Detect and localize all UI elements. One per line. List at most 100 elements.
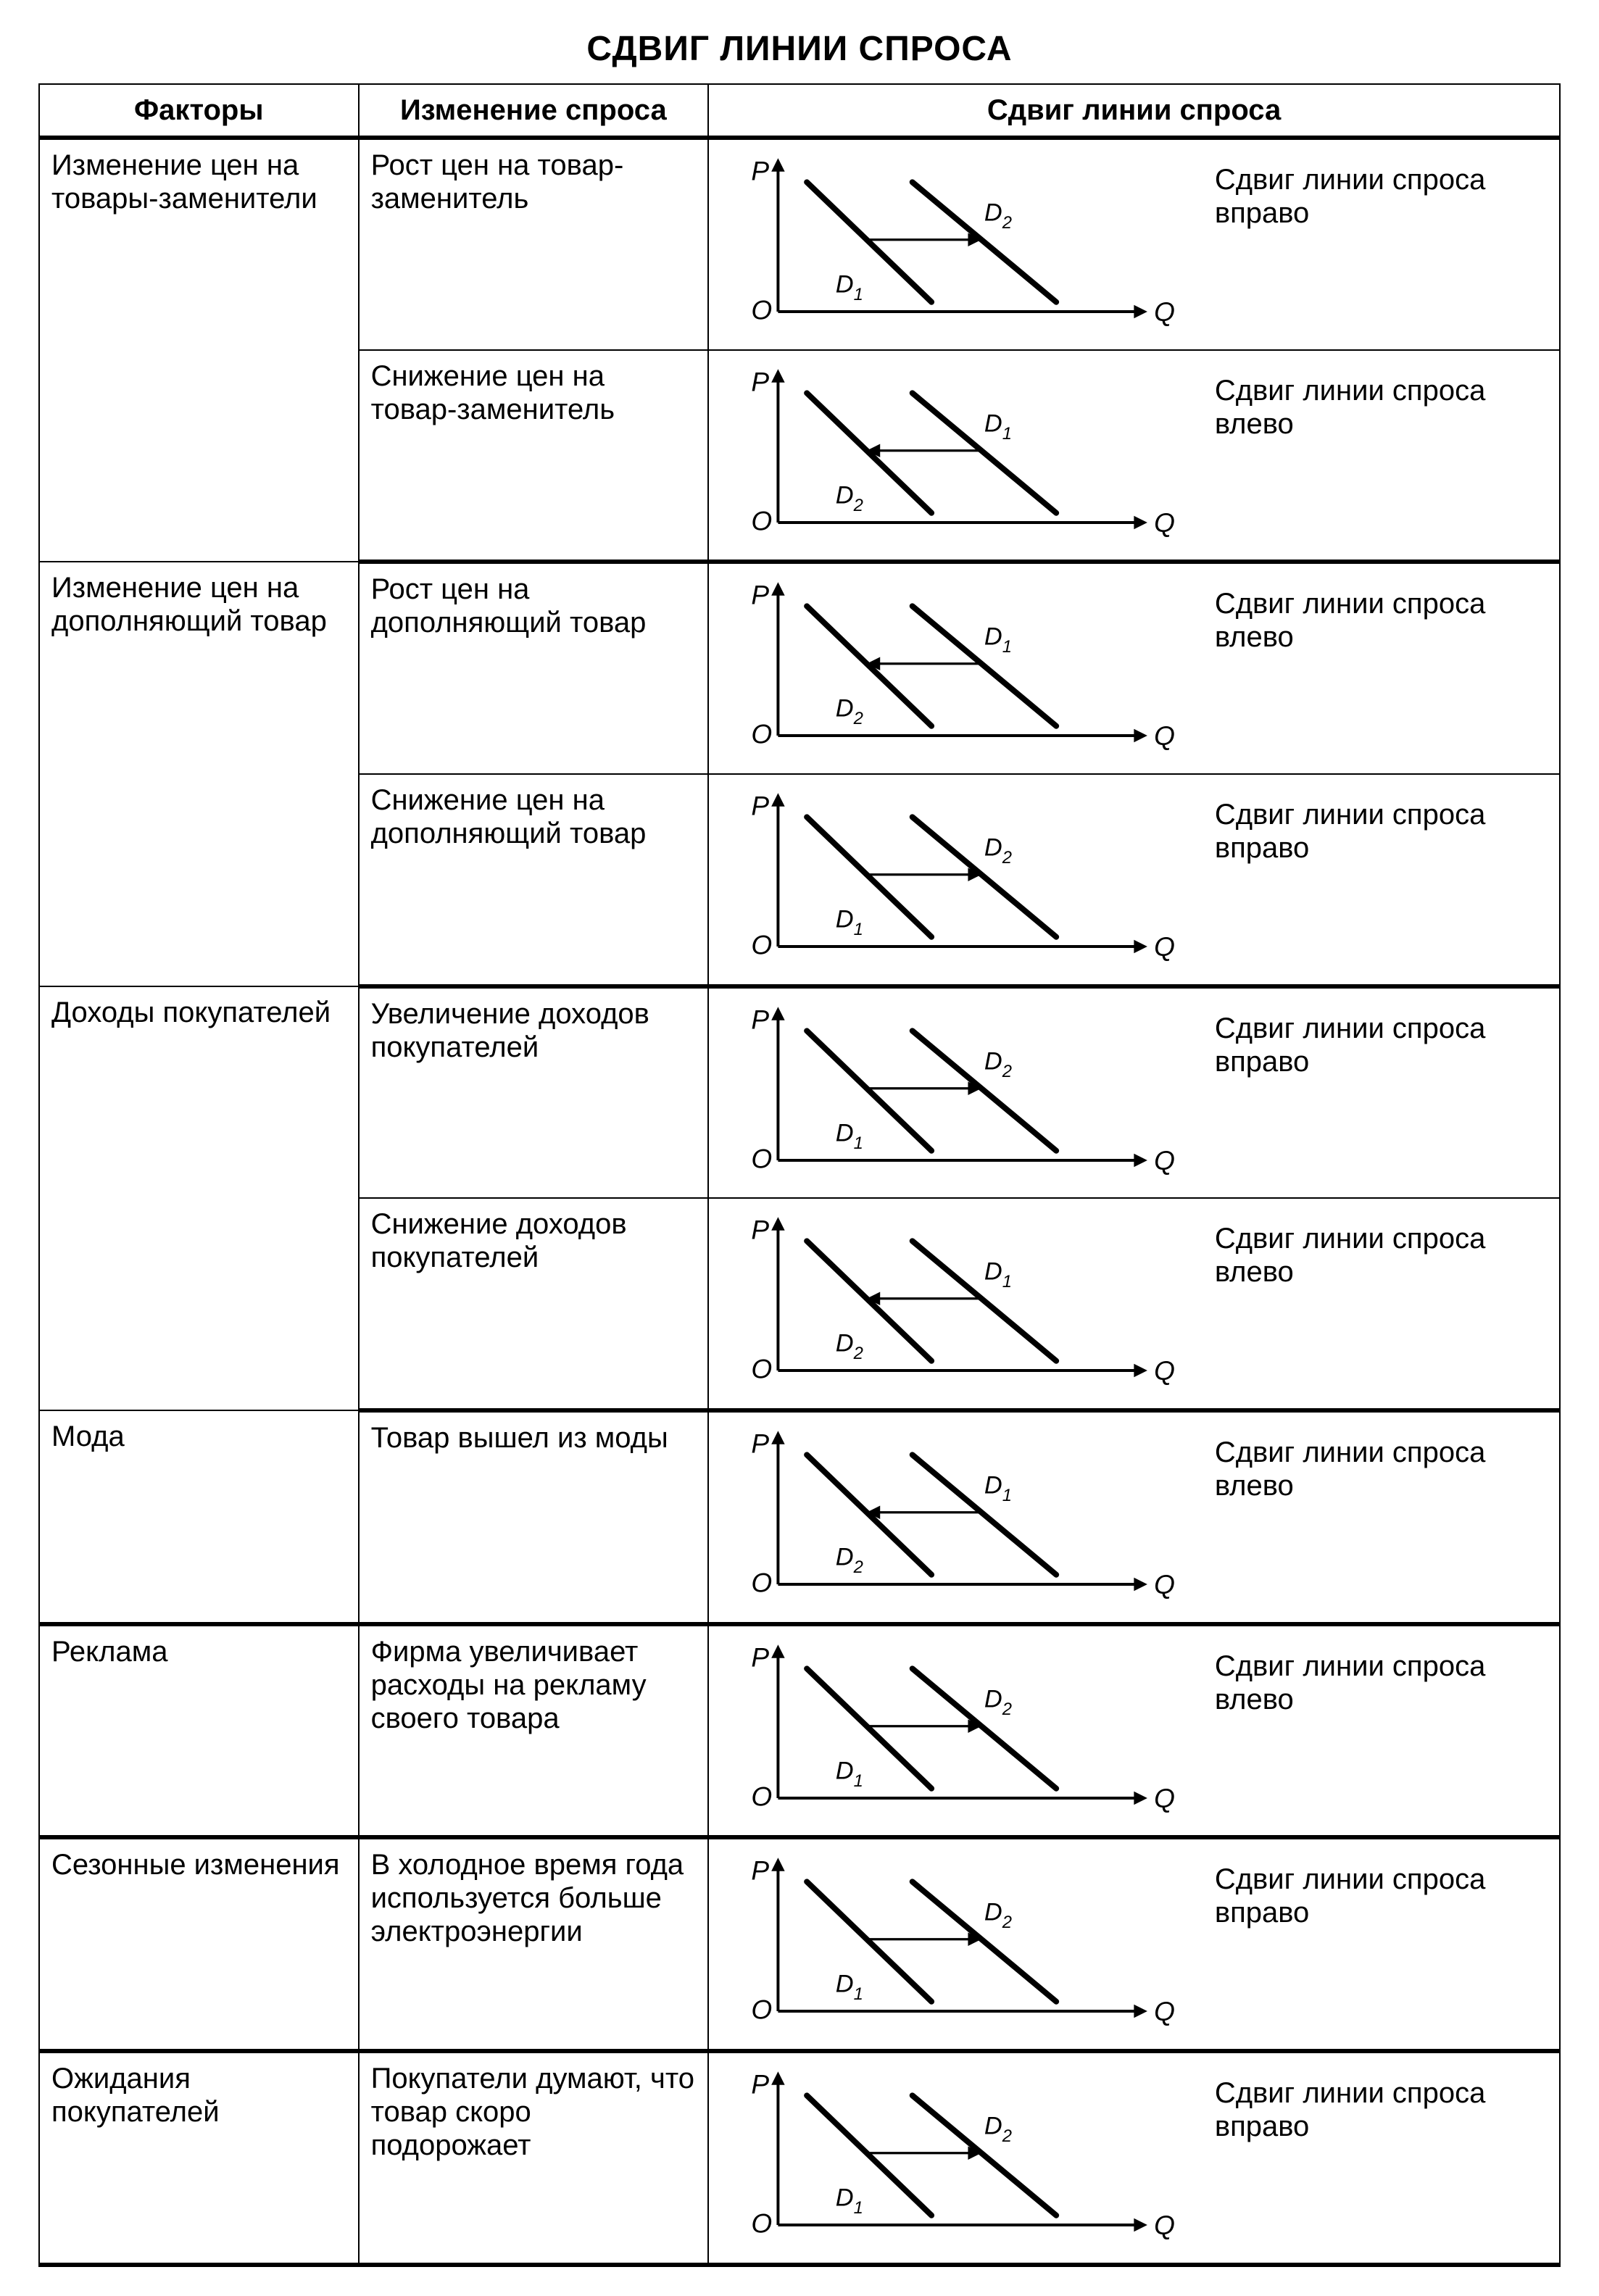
cell-shift: P O Q D1 D2 Сдвиг линии спроса вправо [708, 2051, 1560, 2265]
svg-text:P: P [751, 580, 769, 610]
svg-text:O: O [751, 930, 772, 960]
shift-description: Сдвиг линии спроса влево [1215, 1635, 1548, 1827]
svg-text:O: O [751, 1995, 772, 2025]
page-title: СДВИГ ЛИНИИ СПРОСА [38, 29, 1561, 69]
shift-description: Сдвиг линии спроса влево [1215, 1421, 1548, 1613]
demand-shift-graph: P O Q D1 D2 [720, 573, 1200, 765]
svg-text:Q: Q [1154, 507, 1175, 538]
svg-text:D2: D2 [836, 1330, 863, 1364]
demand-shift-table: Факторы Изменение спроса Сдвиг линии спр… [38, 83, 1561, 2267]
cell-change: Рост цен на товар-заменитель [359, 138, 709, 350]
svg-text:O: O [751, 1568, 772, 1598]
svg-text:D1: D1 [836, 1119, 863, 1153]
shift-description: Сдвиг линии спроса вправо [1215, 783, 1548, 976]
header-change: Изменение спроса [359, 84, 709, 138]
svg-text:P: P [751, 1428, 769, 1459]
table-row: Сезонные измененияВ холодное время года … [39, 1837, 1560, 2051]
svg-text:O: O [751, 1143, 772, 1173]
cell-factor: Доходы покупателей [39, 986, 359, 1410]
svg-text:Q: Q [1154, 721, 1175, 752]
demand-shift-graph: P O Q D1 D2 [720, 359, 1200, 552]
cell-shift: P O Q D1 D2 Сдвиг линии спроса вправо [708, 986, 1560, 1199]
table-row: Изменение цен на дополняющий товарРост ц… [39, 562, 1560, 774]
svg-text:D2: D2 [836, 481, 863, 515]
svg-text:P: P [751, 1855, 769, 1886]
cell-change: Покупатели думают, что товар скоро подор… [359, 2051, 709, 2265]
cell-change: Рост цен на дополняющий товар [359, 562, 709, 774]
cell-factor: Ожидания покупателей [39, 2051, 359, 2265]
svg-text:D1: D1 [984, 1471, 1012, 1505]
cell-shift: P O Q D1 D2 Сдвиг линии спроса вправо [708, 774, 1560, 986]
shift-description: Сдвиг линии спроса вправо [1215, 997, 1548, 1189]
demand-shift-graph: P O Q D1 D2 [720, 1207, 1200, 1399]
svg-text:P: P [751, 1642, 769, 1672]
svg-text:P: P [751, 791, 769, 821]
table-row: Доходы покупателейУвеличение доходов пок… [39, 986, 1560, 1199]
svg-text:D1: D1 [984, 623, 1012, 657]
cell-shift: P O Q D1 D2 Сдвиг линии спроса влево [708, 1624, 1560, 1838]
cell-change: Товар вышел из моды [359, 1410, 709, 1624]
svg-text:D2: D2 [984, 1899, 1012, 1933]
svg-text:Q: Q [1154, 1783, 1175, 1813]
svg-text:D2: D2 [984, 2112, 1012, 2146]
cell-change: Фирма увеличивает расходы на рекламу сво… [359, 1624, 709, 1838]
cell-factor: Сезонные изменения [39, 1837, 359, 2051]
svg-text:P: P [751, 1215, 769, 1245]
cell-shift: P O Q D1 D2 Сдвиг линии спроса вправо [708, 1837, 1560, 2051]
svg-text:O: O [751, 1354, 772, 1384]
svg-text:D1: D1 [836, 1971, 863, 2005]
cell-shift: P O Q D1 D2 Сдвиг линии спроса влево [708, 562, 1560, 774]
svg-text:D1: D1 [984, 1258, 1012, 1292]
header-shift: Сдвиг линии спроса [708, 84, 1560, 138]
svg-text:D2: D2 [984, 1685, 1012, 1719]
svg-text:D2: D2 [984, 1047, 1012, 1081]
table-row: Изменение цен на товары-заменителиРост ц… [39, 138, 1560, 350]
svg-text:O: O [751, 295, 772, 325]
svg-text:Q: Q [1154, 1145, 1175, 1176]
cell-change: Снижение цен на дополняющий товар [359, 774, 709, 986]
cell-shift: P O Q D1 D2 Сдвиг линии спроса влево [708, 350, 1560, 562]
svg-text:O: O [751, 2208, 772, 2239]
cell-shift: P O Q D1 D2 Сдвиг линии спроса влево [708, 1198, 1560, 1410]
demand-shift-graph: P O Q D1 D2 [720, 1848, 1200, 2040]
cell-shift: P O Q D1 D2 Сдвиг линии спроса вправо [708, 138, 1560, 350]
svg-text:D1: D1 [836, 271, 863, 305]
cell-change: Увеличение доходов покупателей [359, 986, 709, 1199]
svg-text:D2: D2 [984, 833, 1012, 868]
table-row: МодаТовар вышел из моды P O Q D1 D2 Сдви… [39, 1410, 1560, 1624]
cell-shift: P O Q D1 D2 Сдвиг линии спроса влево [708, 1410, 1560, 1624]
svg-text:O: O [751, 1781, 772, 1811]
svg-text:P: P [751, 156, 769, 186]
svg-text:Q: Q [1154, 296, 1175, 327]
shift-description: Сдвиг линии спроса вправо [1215, 2062, 1548, 2254]
shift-description: Сдвиг линии спроса вправо [1215, 149, 1548, 341]
svg-text:D1: D1 [836, 906, 863, 940]
cell-factor: Реклама [39, 1624, 359, 1838]
cell-factor: Изменение цен на товары-заменители [39, 138, 359, 562]
svg-text:O: O [751, 719, 772, 749]
cell-change: Снижение цен на товар-заменитель [359, 350, 709, 562]
svg-text:D2: D2 [836, 1544, 863, 1578]
shift-description: Сдвиг линии спроса влево [1215, 573, 1548, 765]
shift-description: Сдвиг линии спроса вправо [1215, 1848, 1548, 2040]
svg-text:D2: D2 [836, 695, 863, 729]
svg-text:Q: Q [1154, 931, 1175, 962]
cell-change: В холодное время года используется больш… [359, 1837, 709, 2051]
demand-shift-graph: P O Q D1 D2 [720, 2062, 1200, 2254]
svg-text:P: P [751, 1004, 769, 1034]
svg-text:Q: Q [1154, 2210, 1175, 2240]
svg-text:D2: D2 [984, 199, 1012, 233]
demand-shift-graph: P O Q D1 D2 [720, 1421, 1200, 1613]
svg-text:O: O [751, 505, 772, 536]
header-factor: Факторы [39, 84, 359, 138]
table-row: РекламаФирма увеличивает расходы на рекл… [39, 1624, 1560, 1838]
svg-text:P: P [751, 366, 769, 396]
svg-text:Q: Q [1154, 1569, 1175, 1600]
demand-shift-graph: P O Q D1 D2 [720, 1635, 1200, 1827]
demand-shift-graph: P O Q D1 D2 [720, 997, 1200, 1189]
cell-factor: Изменение цен на дополняющий товар [39, 562, 359, 986]
cell-change: Снижение доходов покупателей [359, 1198, 709, 1410]
svg-text:Q: Q [1154, 1997, 1175, 2027]
svg-text:D1: D1 [836, 1757, 863, 1791]
svg-text:D1: D1 [984, 409, 1012, 444]
